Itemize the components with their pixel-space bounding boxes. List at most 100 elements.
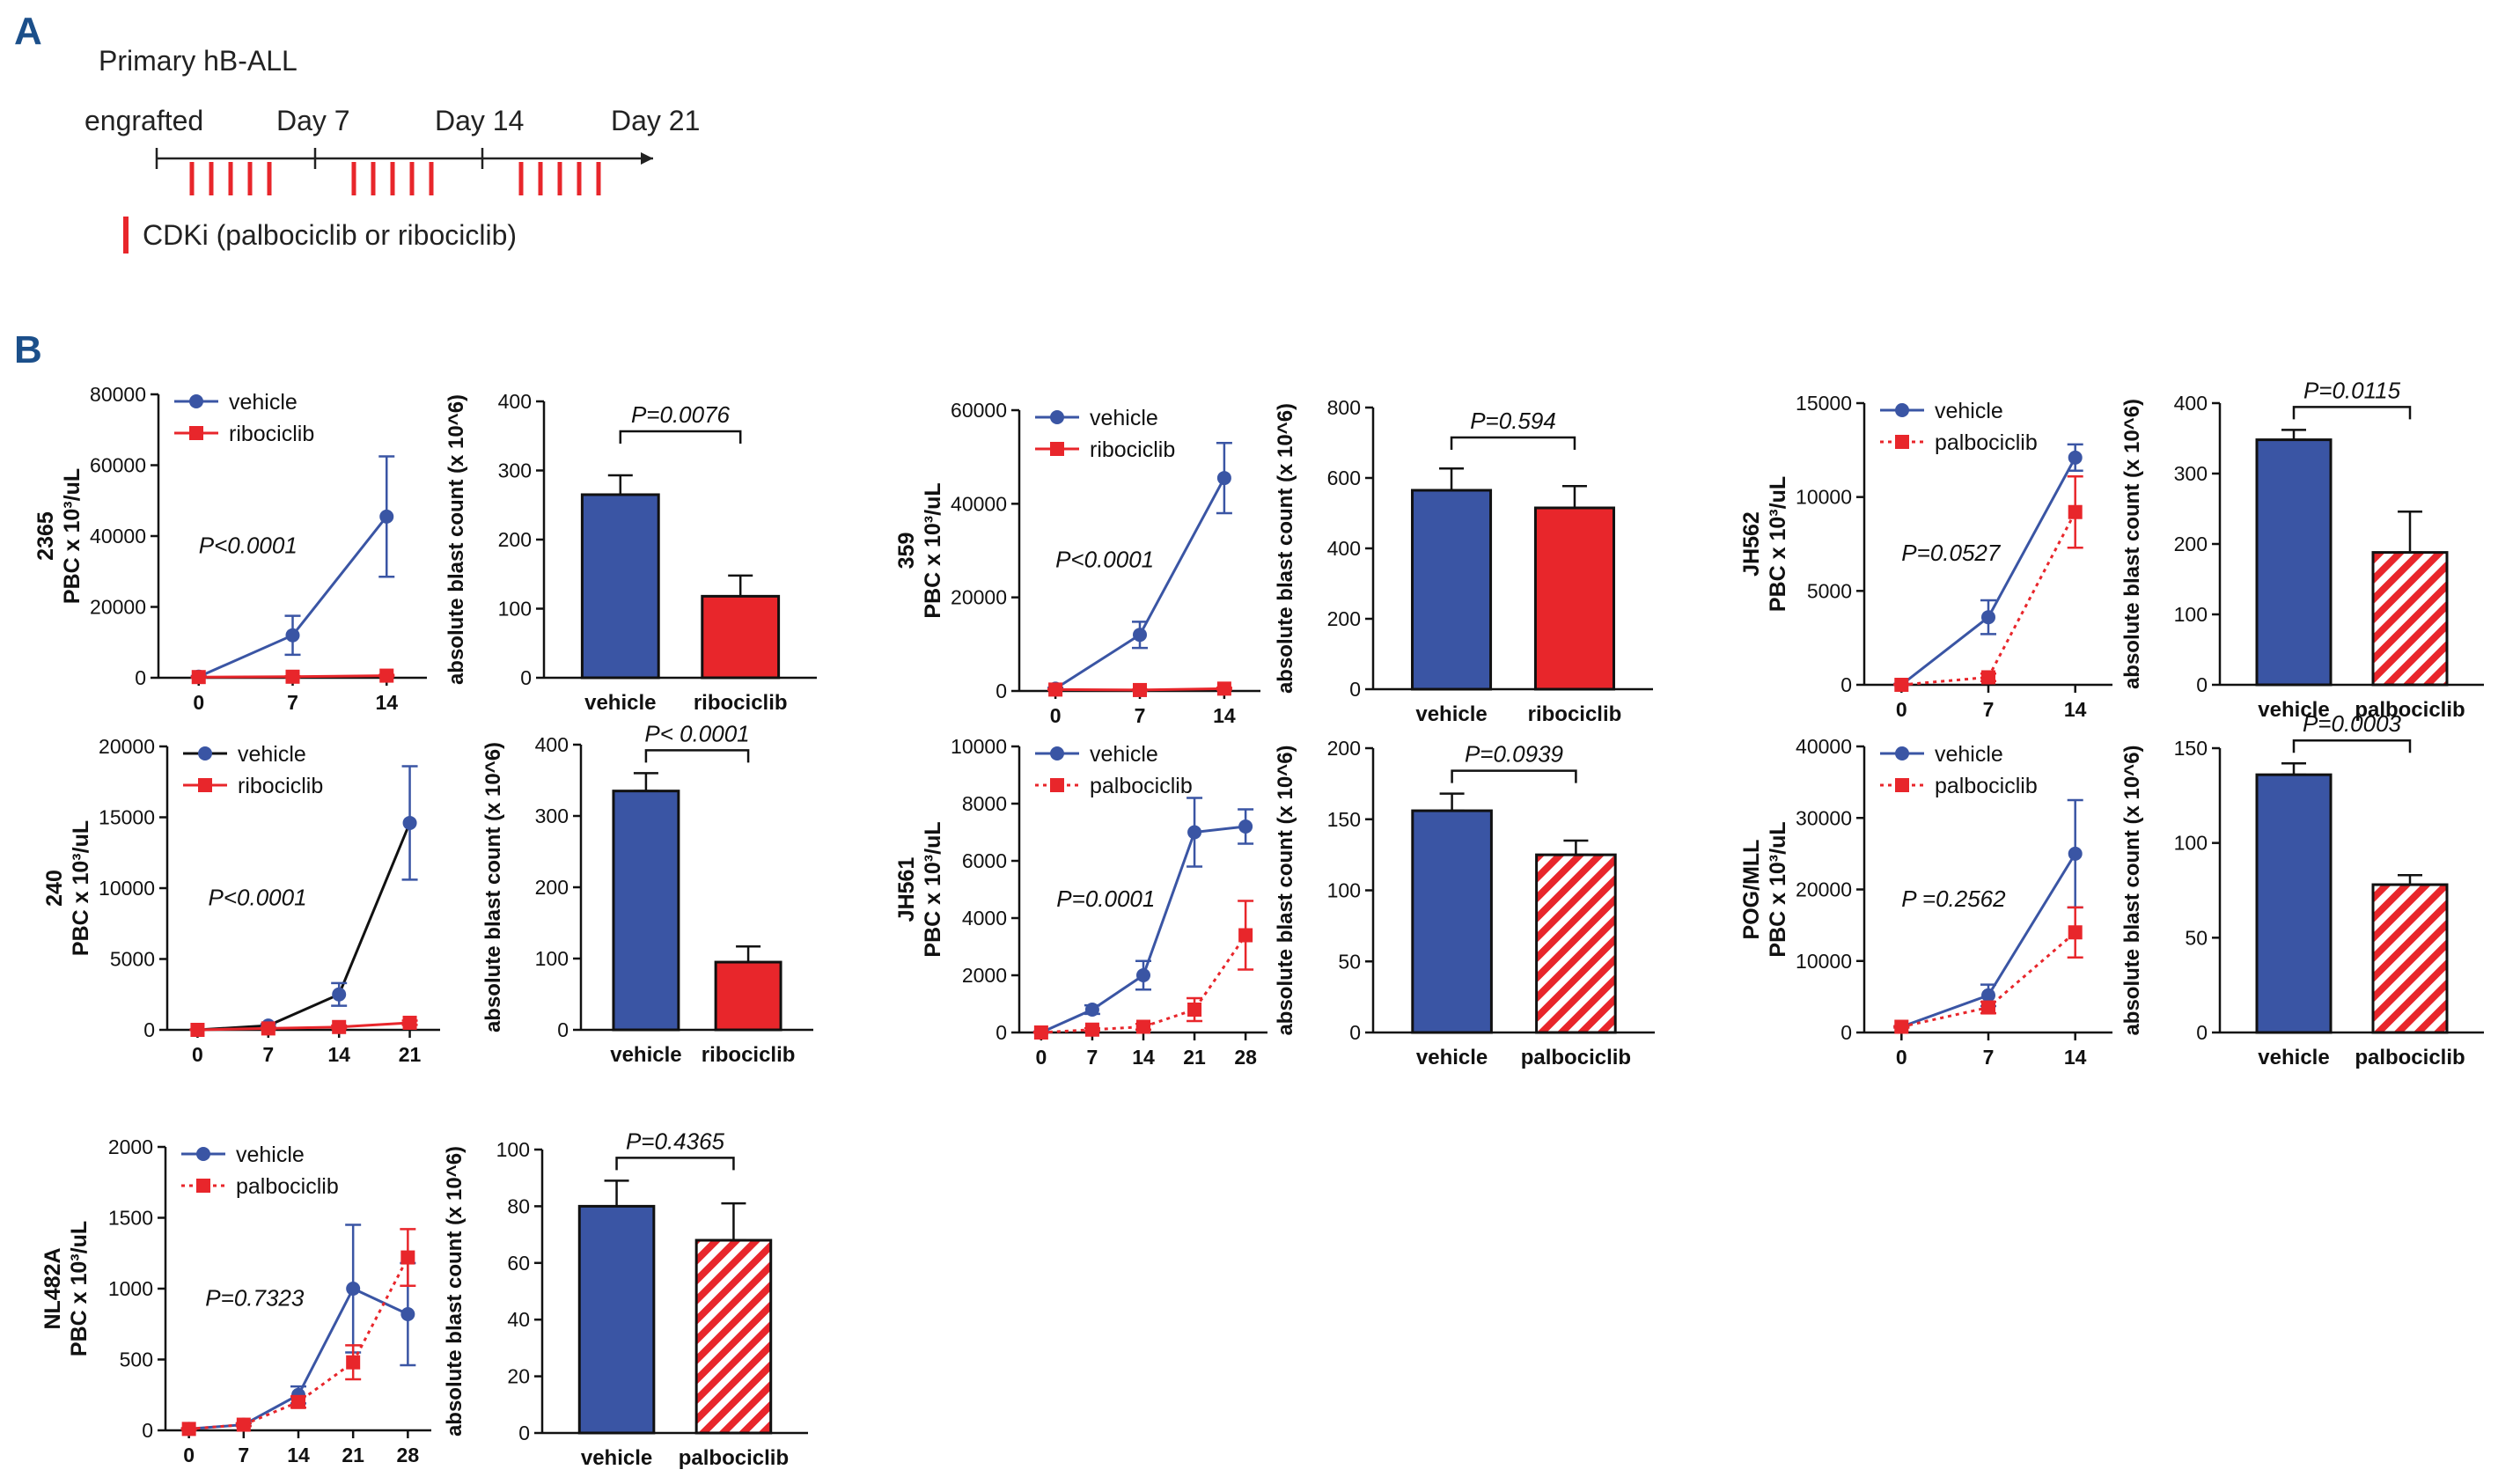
jh561-line-ytick-label: 0 [996,1021,1007,1044]
240-line-point-vehicle [332,987,347,1002]
jh561-bar-ytick-label: 50 [1338,950,1361,973]
jh561-line-legend-label-vehicle: vehicle [1090,742,1158,767]
pogmll-bar-bar-palbociclib [2371,883,2449,1034]
jh562-line-series-palbociclib-line [1901,511,2077,687]
359-line-legend-label-vehicle: vehicle [1090,406,1158,430]
pogmll-bar-ytick-label: 150 [2174,737,2208,760]
359-bar-ylabel: absolute blast count (x 10^6) [1274,403,1297,694]
jh561-line-ytick-label: 10000 [951,735,1007,758]
nl482a-line-xtick-label: 28 [397,1444,420,1466]
2365-line-ytick-label: 60000 [90,454,146,477]
359-bar-chart: 0 200 400 600 800 vehicle ribociclib P=0.594 abs… [1274,396,1653,726]
359-line-ylabel-group: 359PBC x 10³/uL [894,482,945,618]
pogmll-line-xtick-label: 7 [1983,1046,1995,1069]
jh561-line-series-palbociclib-line [1040,934,1247,1034]
jh562-line-ylabel-group: JH562PBC x 10³/uL [1739,476,1790,612]
jh561-bar-ytick-label: 0 [1349,1021,1361,1044]
jh562-line-ytick-label: 15000 [1796,392,1852,415]
jh562-line-point-palbociclib [1894,678,1909,692]
240-bar-xlabel-vehicle: vehicle [610,1043,681,1067]
jh561-line-point-vehicle [1136,968,1150,982]
pogmll-bar-ylabel: absolute blast count (x 10^6) [2120,745,2144,1035]
pogmll-line-point-vehicle [2068,846,2083,861]
2365-bar-xlabel-vehicle: vehicle [584,691,656,715]
jh562-line-legend-marker-palbociclib [1895,435,1909,449]
pogmll-line-legend-label-vehicle: vehicle [1935,742,2003,767]
jh562-line-point-vehicle [1981,610,1995,625]
timeline-label-day14: Day 14 [435,105,524,136]
2365-bar-ytick-label: 300 [498,459,532,482]
jh562-bar-ytick-label: 200 [2174,533,2208,555]
2365-bar-bar-ribociclib [701,594,781,680]
legend-dose-text: CDKi (palbociclib or ribociclib) [143,219,517,251]
jh562-bar-bar-vehicle [2255,438,2333,687]
2365-line-ytick-label: 80000 [90,383,146,406]
nl482a-line-point-palbociclib [181,1422,196,1437]
359-bar-ytick-label: 800 [1327,396,1361,419]
pogmll-line-point-palbociclib [1981,1000,1995,1015]
359-bar-sig-bracket [1450,436,1576,450]
nl482a-line-legend-marker-vehicle [196,1147,210,1161]
240-line-point-ribociclib [190,1023,205,1037]
240-line-ytick-label: 15000 [99,806,155,829]
240-line-legend-marker-ribociclib [198,778,212,792]
jh562-line-xtick-label: 14 [2064,698,2087,721]
2365-line-legend-marker-ribociclib [189,426,203,440]
pogmll-bar-ytick-label: 50 [2185,926,2208,949]
pogmll-bar-ytick-label: 100 [2174,832,2208,855]
jh561-line-point-palbociclib [1033,1025,1048,1040]
pogmll-line-ylabel-sample: POG/MLL [1739,840,1764,940]
2365-bar-ytick-label: 400 [498,390,532,413]
nl482a-bar-bar-palbociclib [694,1238,773,1435]
359-line-point-ribociclib [1216,681,1231,696]
jh562-line-ytick-label: 10000 [1796,486,1852,509]
359-line-point-ribociclib [1048,682,1063,697]
pogmll-bar-xlabel-palbociclib: palbociclib [2355,1046,2465,1069]
240-line-series-ribociclib-line [197,1021,410,1032]
240-line-chart: 0 5000 10000 15000 20000 0 7 14 21 vehicle ribocic… [42,735,440,1066]
240-line-ytick-label: 5000 [110,948,155,971]
nl482a-bar-ytick-label: 40 [507,1308,530,1331]
nl482a-bar-pvalue: P=0.4365 [626,1128,725,1154]
2365-bar-xlabel-ribociclib: ribociclib [694,691,788,715]
2365-line-ylabel-unit: PBC x 10³/uL [60,468,84,604]
nl482a-line-ytick-label: 2000 [108,1135,153,1158]
2365-line-legend-label-ribociclib: ribociclib [229,422,314,446]
jh561-line-point-palbociclib [1238,928,1253,943]
240-bar-ytick-label: 100 [535,947,569,970]
jh561-line-ytick-label: 2000 [962,964,1007,987]
timeline-label-day21: Day 21 [611,105,700,136]
359-line-pvalue: P<0.0001 [1055,547,1154,573]
359-bar-xlabel-ribociclib: ribociclib [1528,702,1622,726]
359-line-point-vehicle [1216,471,1231,486]
2365-line-chart: 0 20000 40000 60000 80000 0 7 14 vehicle ribocicl… [33,383,427,714]
2365-bar-ytick-label: 0 [520,666,532,689]
jh561-bar-sig-bracket [1451,769,1577,783]
359-line-legend-marker-vehicle [1050,410,1064,424]
jh561-line-ytick-label: 4000 [962,907,1007,930]
240-line-point-ribociclib [332,1019,347,1034]
2365-bar-ytick-label: 100 [498,598,532,621]
jh562-line-chart: 0 5000 10000 15000 0 7 14 vehicle palbociclib P=0… [1739,392,2112,721]
jh561-line-point-vehicle [1187,825,1202,840]
jh561-bar-xlabel-vehicle: vehicle [1416,1046,1488,1069]
jh562-line-point-palbociclib [1981,670,1995,685]
359-bar-ytick-label: 600 [1327,467,1361,489]
359-line-legend-label-ribociclib: ribociclib [1090,437,1175,462]
nl482a-bar-sig-bracket [615,1157,735,1171]
240-bar-ytick-label: 200 [535,876,569,899]
jh562-line-xtick-label: 7 [1983,698,1995,721]
pogmll-line-point-vehicle [1981,988,1995,1003]
pogmll-line-ytick-label: 0 [1840,1021,1852,1044]
359-bar-ytick-label: 0 [1349,678,1361,701]
240-line-xtick-label: 21 [399,1043,422,1066]
jh561-line-pvalue: P=0.0001 [1056,885,1155,912]
jh561-line-legend-marker-vehicle [1050,746,1064,761]
240-bar-ylabel: absolute blast count (x 10^6) [481,742,505,1032]
2365-line-point-ribociclib [285,669,300,684]
240-line-ytick-label: 20000 [99,735,155,758]
2365-line-ytick-label: 0 [135,666,146,689]
jh561-bar-bar-vehicle [1411,809,1493,1034]
jh561-line-point-vehicle [1238,819,1253,834]
